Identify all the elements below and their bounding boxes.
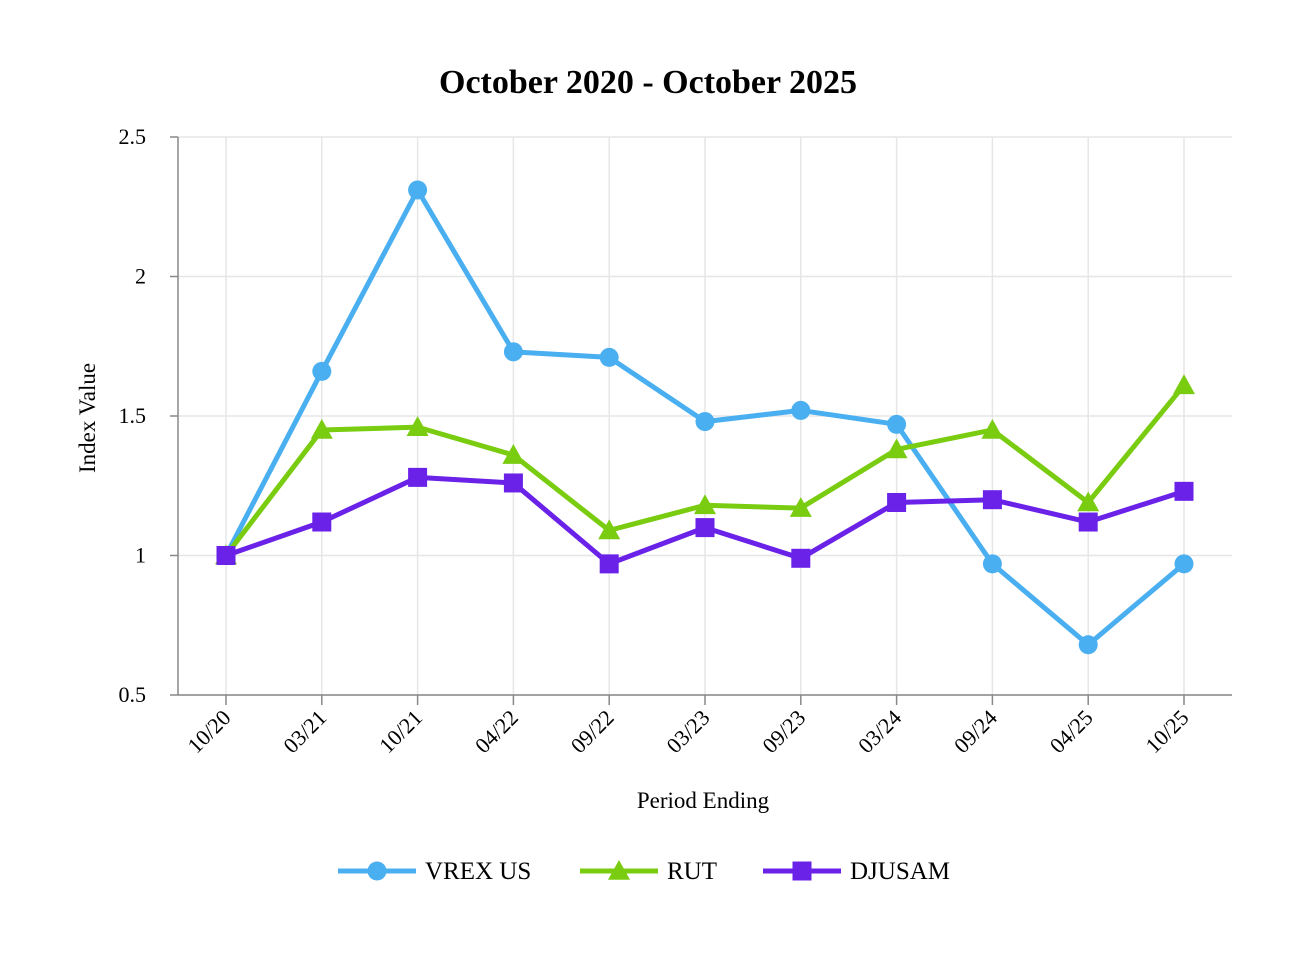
point-djusam xyxy=(408,467,428,487)
legend-marker xyxy=(367,861,387,881)
point-vrex-us xyxy=(982,554,1002,574)
point-djusam xyxy=(1174,481,1194,501)
point-vrex-us xyxy=(312,361,332,381)
point-djusam xyxy=(695,518,715,538)
x-tick-label: 10/21 xyxy=(374,705,427,758)
point-rut xyxy=(502,444,525,464)
point-vrex-us xyxy=(1078,635,1098,655)
x-tick-label: 09/23 xyxy=(757,705,810,758)
chart-title: October 2020 - October 2025 xyxy=(439,64,857,101)
point-rut xyxy=(1077,491,1100,512)
point-djusam xyxy=(791,548,811,568)
point-vrex-us xyxy=(791,400,811,420)
point-rut xyxy=(406,416,429,436)
point-vrex-us xyxy=(695,412,715,432)
x-tick-label: 03/24 xyxy=(853,705,906,758)
y-tick-label: 2 xyxy=(135,264,146,289)
legend-item-rut[interactable]: RUT xyxy=(580,858,717,885)
x-tick-label: 10/25 xyxy=(1140,705,1193,758)
legend-item-vrex-us[interactable]: VREX US xyxy=(338,858,531,885)
point-rut xyxy=(1173,374,1195,395)
legend: VREX US RUT DJUSAM xyxy=(338,858,950,885)
point-vrex-us xyxy=(599,347,619,367)
legend-label: VREX US xyxy=(425,858,531,885)
point-djusam xyxy=(982,490,1002,510)
x-tick-label: 03/23 xyxy=(661,705,714,758)
point-vrex-us xyxy=(503,342,523,362)
legend-label: DJUSAM xyxy=(850,858,950,885)
x-tick-label: 03/21 xyxy=(278,705,331,758)
point-vrex-us xyxy=(408,180,428,200)
legend-label: RUT xyxy=(667,858,717,885)
y-tick-label: 1 xyxy=(135,543,146,568)
x-axis-label: Period Ending xyxy=(637,788,770,813)
legend-item-djusam[interactable]: DJUSAM xyxy=(763,858,950,885)
y-tick-label: 2.5 xyxy=(119,124,147,149)
series-djusam xyxy=(216,467,1194,574)
series-layer xyxy=(215,180,1195,655)
point-rut xyxy=(598,519,621,540)
x-tick-label: 09/22 xyxy=(566,705,619,758)
x-tick-label: 04/25 xyxy=(1045,705,1098,758)
legend-marker xyxy=(608,860,630,880)
x-tick-label: 04/22 xyxy=(470,705,523,758)
point-rut xyxy=(885,438,908,459)
y-axis-label: Index Value xyxy=(75,363,100,473)
point-rut xyxy=(981,418,1004,439)
point-vrex-us xyxy=(887,414,907,434)
point-djusam xyxy=(503,473,523,493)
y-tick-label: 1.5 xyxy=(119,403,147,428)
point-djusam xyxy=(887,492,907,512)
legend-marker xyxy=(792,861,812,881)
point-vrex-us xyxy=(1174,554,1194,574)
point-djusam xyxy=(1078,512,1098,532)
point-djusam xyxy=(312,512,332,532)
point-djusam xyxy=(216,546,236,565)
point-rut xyxy=(789,497,812,517)
series-vrex-us xyxy=(216,180,1194,655)
x-tick-label: 09/24 xyxy=(949,705,1002,758)
y-tick-label: 0.5 xyxy=(119,682,147,707)
x-tick-label: 10/20 xyxy=(182,705,235,758)
point-djusam xyxy=(599,554,619,574)
point-rut xyxy=(310,418,333,439)
point-rut xyxy=(694,494,716,515)
